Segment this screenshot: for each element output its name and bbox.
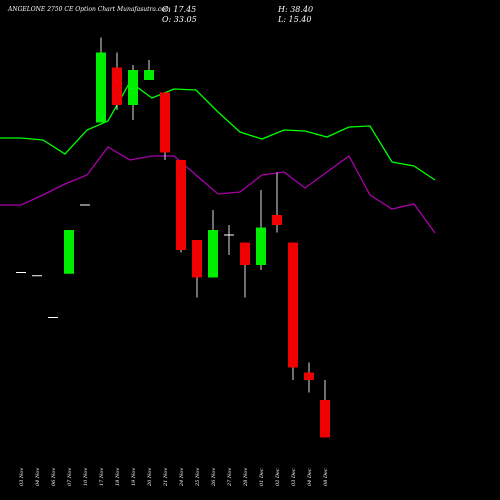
candle-bear: [176, 160, 186, 250]
candle-bear: [112, 67, 122, 105]
x-axis-label: 26 Nov: [211, 468, 217, 487]
x-axis-label: 18 Nov: [115, 468, 121, 486]
candle-bear: [304, 372, 314, 380]
x-axis-label: 03 Nov: [19, 468, 25, 486]
close-value: C: 17.45: [162, 5, 197, 14]
open-value: O: 33.05: [162, 15, 197, 24]
x-axis-label: 25 Nov: [195, 468, 201, 487]
candle-bull: [208, 230, 218, 278]
x-axis-label: 19 Nov: [131, 468, 137, 486]
x-axis-label: 04 Dec: [307, 468, 313, 486]
low-value: L: 15.40: [278, 15, 312, 24]
x-axis-label: 28 Nov: [243, 468, 249, 487]
x-axis-label: 17 Nov: [99, 468, 105, 486]
x-axis-label: 27 Nov: [227, 468, 233, 487]
x-axis-label: 01 Dec: [259, 468, 265, 486]
candle-bear: [272, 215, 282, 225]
chart-title: ANGELONE 2750 CE Option Chart Munafasutr…: [8, 6, 171, 13]
candle-bull: [128, 70, 138, 105]
candle-bear: [192, 240, 202, 278]
x-axis-label: 08 Dec: [323, 468, 329, 486]
indicator-line-1: [0, 81, 436, 181]
x-axis-label: 04 Nov: [35, 468, 41, 486]
candle-bear: [160, 92, 170, 153]
candle-bull: [144, 70, 154, 80]
candle-bull: [96, 52, 106, 123]
candle-bear: [288, 242, 298, 368]
x-axis-label: 03 Dec: [291, 468, 297, 486]
x-axis-label: 07 Nov: [67, 468, 73, 486]
x-axis-label: 20 Nov: [147, 468, 153, 487]
candle-bull: [64, 230, 74, 274]
candle-bear: [240, 242, 250, 265]
x-axis-label: 06 Nov: [51, 468, 57, 486]
x-axis-label: 10 Nov: [83, 468, 89, 486]
x-axis-label: 02 Dec: [275, 468, 281, 486]
candle-bear: [320, 400, 330, 438]
indicator-line-2: [0, 146, 436, 234]
high-value: H: 38.40: [278, 5, 314, 14]
x-axis-label: 21 Nov: [163, 468, 169, 487]
x-axis-label: 24 Nov: [179, 468, 185, 487]
candle-bull: [256, 227, 266, 265]
